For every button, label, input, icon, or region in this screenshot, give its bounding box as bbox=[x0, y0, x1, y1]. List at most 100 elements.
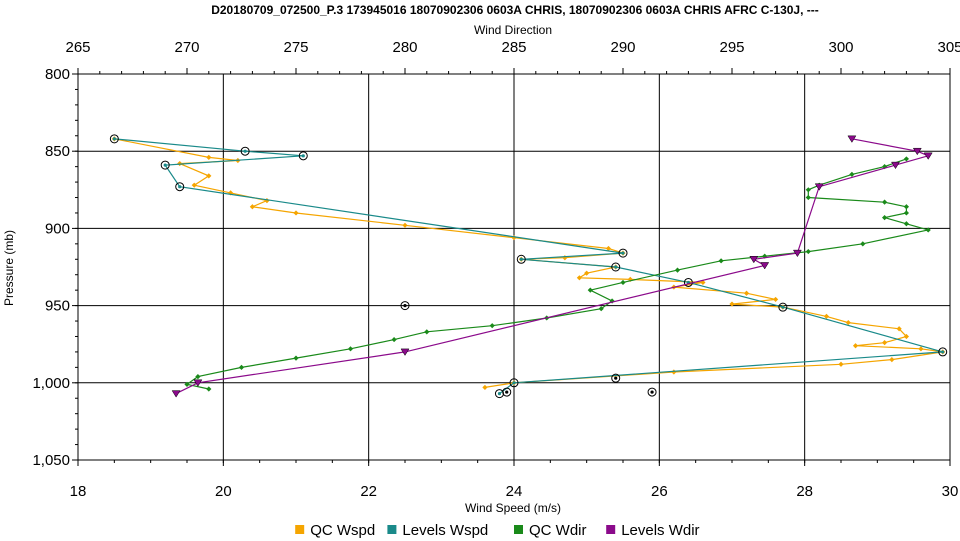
data-point bbox=[903, 333, 909, 340]
data-point bbox=[912, 147, 922, 156]
data-point bbox=[903, 204, 909, 210]
legend: QC Wspd Levels Wspd QC Wdir Levels Wdir bbox=[295, 522, 700, 539]
data-point bbox=[482, 384, 488, 391]
data-point-center bbox=[512, 381, 516, 385]
data-point bbox=[509, 378, 519, 388]
data-point bbox=[773, 296, 779, 303]
data-point bbox=[814, 183, 824, 191]
x2-tick-label: 270 bbox=[174, 39, 199, 56]
plot-frame bbox=[77, 73, 951, 461]
data-point bbox=[206, 154, 212, 160]
data-point bbox=[293, 210, 299, 216]
data-point bbox=[424, 329, 430, 335]
legend-item: QC Wspd bbox=[295, 522, 375, 539]
data-point bbox=[925, 227, 931, 233]
data-point-center bbox=[781, 305, 785, 309]
data-point bbox=[647, 387, 657, 397]
data-point bbox=[762, 253, 768, 259]
data-point bbox=[175, 182, 185, 192]
y-tick-label: 800 bbox=[45, 66, 70, 83]
data-point bbox=[860, 241, 866, 247]
legend-label: QC Wdir bbox=[529, 522, 587, 539]
data-point-center bbox=[621, 251, 625, 255]
y-tick-label: 900 bbox=[45, 220, 70, 237]
data-point bbox=[718, 258, 724, 264]
data-point bbox=[576, 275, 582, 281]
data-point bbox=[805, 194, 811, 201]
data-point bbox=[587, 287, 593, 293]
data-point bbox=[193, 379, 203, 387]
data-point bbox=[700, 279, 706, 286]
data-point bbox=[195, 374, 201, 380]
data-point bbox=[838, 361, 844, 367]
data-point bbox=[891, 161, 900, 170]
data-point bbox=[298, 151, 308, 161]
data-point bbox=[918, 346, 924, 352]
data-point bbox=[516, 254, 526, 264]
legend-swatch bbox=[295, 525, 305, 534]
top-axis-title: Wind Direction bbox=[474, 23, 552, 37]
data-point bbox=[584, 270, 590, 276]
legend-item: Levels Wspd bbox=[387, 522, 488, 539]
x-tick-label: 22 bbox=[360, 483, 377, 500]
legend-swatch bbox=[387, 525, 397, 534]
x2-tick-label: 275 bbox=[283, 39, 308, 56]
data-point bbox=[882, 340, 888, 346]
data-point-center bbox=[243, 149, 247, 153]
data-point bbox=[923, 152, 933, 160]
data-point bbox=[845, 319, 851, 326]
x2-tick-label: 295 bbox=[719, 39, 744, 56]
x-tick-label: 28 bbox=[796, 483, 813, 500]
data-point bbox=[792, 249, 802, 258]
chart-title: D20180709_072500_P.3 173945016 180709023… bbox=[211, 3, 819, 17]
data-point bbox=[605, 245, 612, 252]
data-point bbox=[391, 336, 397, 343]
data-point-center bbox=[614, 376, 618, 380]
data-point bbox=[206, 173, 212, 179]
data-point bbox=[238, 364, 245, 370]
legend-item: Levels Wdir bbox=[606, 522, 700, 539]
data-point-center bbox=[497, 392, 502, 396]
data-point bbox=[627, 276, 633, 282]
left-axis-title: Pressure (mb) bbox=[2, 230, 16, 306]
data-point bbox=[903, 210, 909, 216]
series-1 bbox=[109, 134, 948, 399]
data-point bbox=[402, 222, 408, 228]
data-point bbox=[184, 381, 190, 387]
data-point bbox=[618, 248, 628, 258]
y-tick-label: 1,000 bbox=[32, 375, 70, 392]
x2-tick-label: 265 bbox=[65, 39, 90, 56]
x2-tick-label: 290 bbox=[610, 39, 635, 56]
y-tick-label: 850 bbox=[45, 143, 70, 160]
data-point bbox=[760, 262, 770, 270]
data-point bbox=[882, 199, 888, 205]
data-point-center bbox=[650, 390, 654, 394]
x-tick-label: 26 bbox=[651, 483, 668, 500]
data-point bbox=[847, 135, 857, 143]
data-point bbox=[805, 187, 811, 193]
tick-layer: 18 20 22 24 26 28 30 265 270 275 280 285 290 295 300 30… bbox=[32, 39, 960, 500]
data-point bbox=[191, 182, 197, 188]
data-point bbox=[852, 343, 859, 349]
data-point bbox=[749, 256, 759, 264]
x2-tick-label: 305 bbox=[937, 39, 960, 56]
x-tick-label: 20 bbox=[215, 483, 232, 500]
data-point-center bbox=[163, 163, 167, 167]
data-point bbox=[171, 390, 181, 398]
data-point bbox=[889, 357, 895, 363]
data-point bbox=[502, 387, 512, 397]
data-point bbox=[611, 262, 621, 272]
data-point-center bbox=[112, 137, 116, 141]
data-point-center bbox=[614, 265, 618, 269]
data-point bbox=[240, 146, 250, 156]
data-point bbox=[609, 298, 615, 304]
x-tick-label: 30 bbox=[942, 483, 959, 500]
data-point bbox=[903, 221, 909, 227]
legend-swatch bbox=[606, 525, 616, 534]
data-point-center bbox=[178, 185, 182, 189]
data-point bbox=[805, 248, 811, 255]
series-layer bbox=[109, 134, 948, 399]
x2-tick-label: 285 bbox=[501, 39, 526, 56]
data-point bbox=[743, 290, 750, 296]
